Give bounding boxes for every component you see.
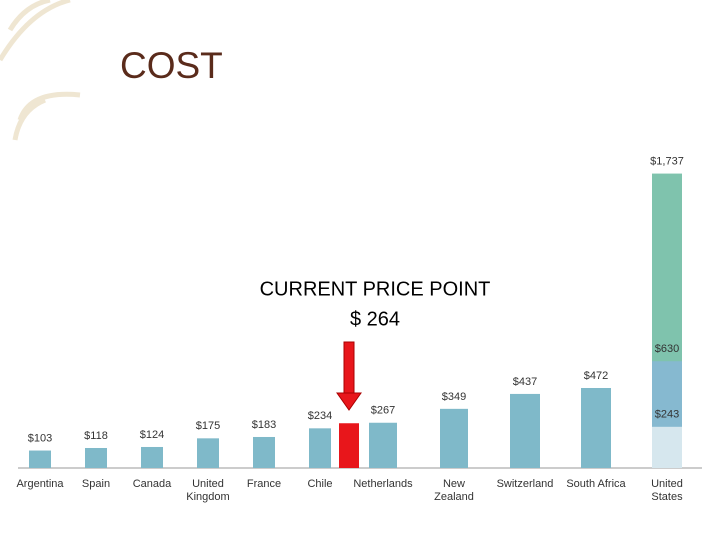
swirl [7, 0, 51, 32]
arrow-head [336, 392, 362, 411]
value-label: $183 [252, 419, 276, 431]
bar [652, 426, 682, 468]
value-label: $103 [28, 432, 52, 444]
value-label: $175 [196, 420, 220, 432]
slide-title: COST [120, 45, 223, 86]
value-label: $437 [513, 376, 537, 388]
x-tick-label: Argentina [16, 478, 64, 490]
x-tick-label: United Kingdom [186, 478, 229, 503]
bar [29, 450, 51, 468]
x-tick-label: Switzerland [497, 478, 554, 490]
value-label: $472 [584, 370, 608, 382]
value-label: $1,737 [650, 155, 684, 167]
decoration [0, 0, 81, 141]
swirl [12, 97, 47, 141]
bar [141, 446, 163, 468]
value-label: $349 [442, 391, 466, 403]
swirl [0, 0, 71, 62]
bar [510, 393, 540, 468]
x-tick-label: New Zealand [434, 478, 474, 503]
bar [253, 436, 275, 468]
bar [309, 428, 331, 468]
value-label: $243 [655, 409, 679, 421]
x-tick-label: Canada [133, 478, 172, 490]
bar [369, 422, 397, 468]
x-tick-label: Spain [82, 478, 110, 490]
bar [581, 387, 611, 468]
value-label: $267 [371, 405, 395, 417]
value-label: $234 [308, 410, 332, 422]
value-label: $630 [655, 343, 679, 355]
bar [339, 423, 359, 468]
value-label: $118 [84, 430, 108, 442]
x-tick-label: South Africa [566, 478, 626, 490]
annotation: CURRENT PRICE POINT [260, 278, 491, 300]
bar [440, 408, 468, 468]
value-label: $124 [140, 429, 164, 441]
x-tick-label: United States [651, 478, 683, 503]
x-tick-label: France [247, 478, 281, 490]
arrow-shaft [343, 341, 355, 395]
bar [85, 447, 107, 468]
x-tick-label: Netherlands [353, 478, 413, 490]
annotation-value: $ 264 [350, 308, 400, 330]
arrow [336, 341, 362, 411]
x-tick-label: Chile [307, 478, 332, 490]
bar [197, 438, 219, 468]
